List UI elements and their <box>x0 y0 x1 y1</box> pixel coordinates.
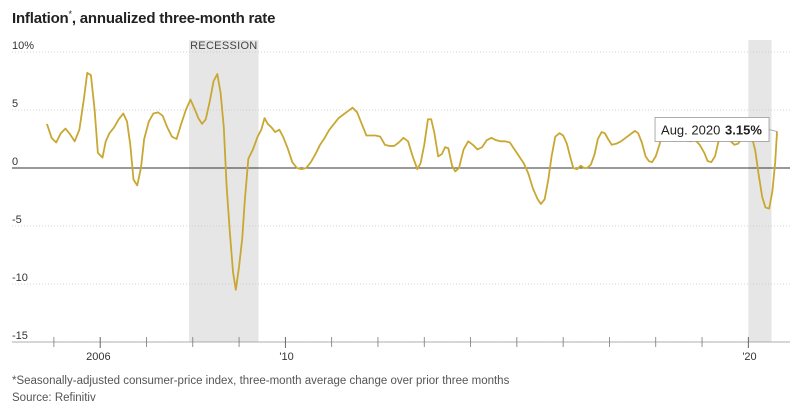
y-tick-label: -15 <box>12 330 28 342</box>
y-tick-label: -5 <box>12 214 22 226</box>
callout-date: Aug. 2020 <box>661 122 720 137</box>
title-text: Inflation <box>12 10 69 27</box>
x-tick-label: '10 <box>279 351 293 363</box>
x-tick-label: '20 <box>742 351 756 363</box>
recession-band <box>189 40 259 342</box>
chart-title: Inflation*, annualized three-month rate <box>12 9 275 27</box>
recession-band <box>748 40 772 342</box>
source-note: Source: Refinitiv <box>12 392 96 404</box>
recession-label: RECESSION <box>190 40 258 52</box>
line-chart: RECESSION 10% 5 0 -5 -10 -15 2006 '10 '20 Aug. 202… <box>12 40 790 363</box>
y-tick-label: 0 <box>12 156 18 168</box>
callout-box <box>654 117 770 142</box>
callout-pointer <box>768 129 778 132</box>
subtitle-text: , annualized three-month rate <box>71 10 276 27</box>
title-footnote-marker: * <box>68 9 73 19</box>
inflation-series-line <box>46 71 778 291</box>
footnote: *Seasonally-adjusted consumer-price inde… <box>12 375 510 387</box>
y-tick-label: 5 <box>12 98 18 110</box>
y-tick-label: 10% <box>12 40 34 52</box>
x-tick-label: 2006 <box>86 351 110 363</box>
callout-value: 3.15% <box>725 122 762 137</box>
y-tick-label: -10 <box>12 272 28 284</box>
